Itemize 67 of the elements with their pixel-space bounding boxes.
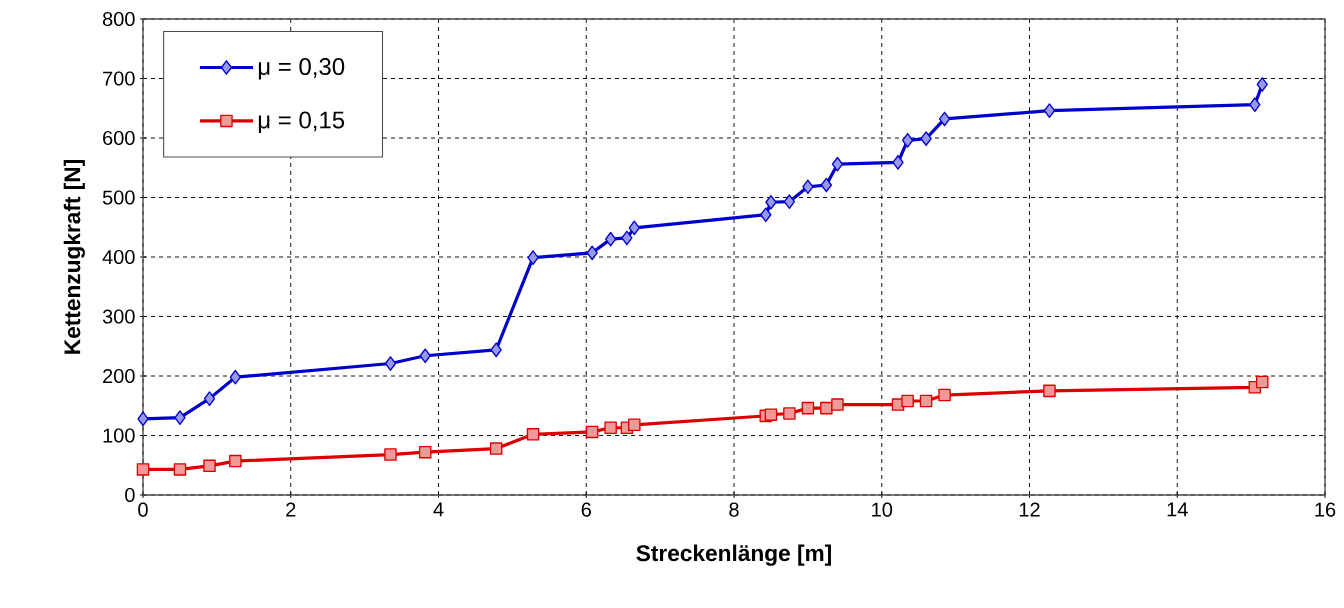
point	[1249, 97, 1261, 113]
point	[1043, 103, 1056, 118]
point	[1256, 77, 1268, 92]
x-tick-label: 6	[581, 502, 591, 517]
point	[783, 407, 796, 420]
point	[920, 131, 932, 146]
point	[526, 428, 540, 441]
point	[585, 425, 599, 439]
point	[418, 445, 432, 459]
point	[527, 250, 539, 265]
point	[384, 356, 397, 371]
x-tick-label: 10	[872, 502, 893, 517]
point	[489, 442, 503, 455]
point	[628, 418, 641, 432]
x-tick-label: 2	[286, 502, 296, 517]
point	[586, 245, 598, 261]
y-tick-label: 300	[102, 309, 135, 324]
point	[174, 410, 186, 425]
point	[783, 194, 796, 209]
point	[764, 408, 778, 421]
point	[203, 459, 216, 473]
y-tick-label: 800	[102, 11, 135, 27]
point	[801, 401, 815, 415]
point	[1255, 375, 1269, 389]
legend-label: μ = 0,30	[258, 58, 345, 80]
point	[938, 111, 951, 127]
y-tick-label: 400	[102, 249, 135, 265]
point	[137, 411, 149, 427]
x-tick-label: 0	[138, 502, 148, 517]
point	[901, 133, 914, 148]
y-tick-label: 600	[103, 130, 135, 146]
point	[384, 448, 397, 461]
point	[820, 177, 833, 193]
point	[490, 342, 502, 358]
point	[760, 207, 772, 223]
point	[229, 454, 242, 468]
point	[604, 421, 617, 435]
point	[1043, 384, 1056, 398]
x-axis-title: Streckenlänge [m]	[636, 544, 831, 566]
legend-label: μ = 0,15	[258, 111, 345, 133]
x-tick-label: 8	[729, 502, 739, 517]
point	[831, 398, 844, 411]
x-tick-label: 16	[1315, 502, 1336, 517]
point	[831, 156, 844, 172]
y-tick-label: 500	[102, 190, 135, 205]
point	[765, 194, 777, 210]
y-tick-label: 700	[103, 71, 135, 86]
point	[938, 388, 951, 402]
point	[136, 463, 150, 476]
point	[802, 179, 814, 195]
point	[173, 463, 187, 476]
point	[229, 369, 242, 385]
y-tick-label: 200	[103, 368, 135, 384]
x-tick-label: 14	[1167, 502, 1188, 517]
x-tick-label: 12	[1019, 502, 1040, 517]
point	[419, 348, 431, 364]
y-axis-title: Kettenzugkraft [N]	[63, 160, 85, 354]
point	[621, 230, 633, 246]
point	[892, 155, 904, 170]
point	[901, 394, 914, 408]
point	[919, 394, 933, 408]
point	[203, 391, 216, 406]
y-tick-label: 100	[103, 428, 135, 443]
point	[628, 220, 640, 236]
y-tick-label: 0	[125, 487, 135, 503]
x-tick-label: 4	[433, 502, 444, 517]
point	[604, 231, 617, 247]
